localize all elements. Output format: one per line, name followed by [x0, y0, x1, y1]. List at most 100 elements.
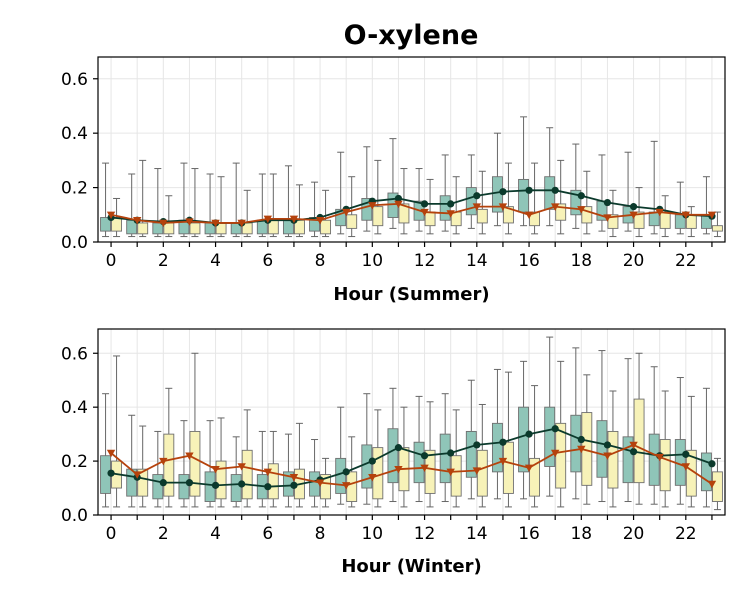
box — [518, 406, 530, 473]
box — [622, 436, 634, 484]
data-point — [447, 200, 455, 208]
box — [476, 449, 488, 497]
box — [518, 178, 530, 213]
box — [711, 225, 723, 232]
panel-summer: 0.0 0.2 0.4 0.6 0 2 4 6 8 10 12 14 16 18 20 22 Hour (S… — [61, 56, 726, 305]
data-point — [394, 465, 403, 474]
box — [700, 452, 712, 492]
panel-0-frame — [97, 56, 726, 243]
x-tick-label: 8 — [315, 524, 326, 544]
panel-0-xlabel: Hour (Summer) — [333, 284, 489, 305]
x-tick-label: 16 — [518, 251, 540, 271]
data-point — [289, 474, 299, 482]
data-point — [629, 203, 638, 211]
x-tick-label: 4 — [210, 251, 221, 271]
box — [648, 433, 660, 486]
box — [189, 222, 201, 235]
panel-1-frame — [97, 328, 726, 516]
y-tick-label: 0.4 — [61, 124, 88, 144]
data-point — [368, 457, 376, 465]
data-point — [524, 464, 534, 473]
data-point — [577, 192, 585, 200]
data-point — [603, 441, 612, 449]
x-tick-label: 22 — [675, 251, 697, 271]
data-point — [577, 206, 586, 214]
x-tick-label: 14 — [466, 251, 488, 271]
data-point — [681, 463, 691, 471]
box — [439, 195, 451, 221]
panel-0-boxes — [100, 116, 723, 238]
box — [267, 463, 279, 500]
data-point — [263, 468, 273, 477]
box — [659, 439, 671, 492]
data-point — [368, 202, 377, 210]
box — [450, 211, 462, 227]
box — [607, 430, 619, 489]
data-point — [211, 481, 220, 489]
box — [189, 430, 201, 497]
y-tick-label: 0.0 — [61, 506, 88, 526]
box — [450, 455, 462, 497]
box — [335, 208, 347, 227]
data-point — [263, 215, 273, 224]
median-line-a — [110, 189, 712, 224]
box — [361, 444, 373, 489]
data-point — [577, 445, 586, 454]
box — [607, 214, 619, 229]
panel-0-lines — [106, 186, 717, 228]
x-tick-label: 12 — [414, 251, 436, 271]
box — [570, 414, 582, 473]
data-point — [473, 441, 481, 449]
y-tick-label: 0.6 — [61, 70, 88, 90]
box — [215, 460, 227, 500]
data-point — [629, 448, 638, 456]
x-tick-label: 2 — [158, 251, 169, 271]
data-point — [107, 469, 115, 477]
box — [320, 474, 332, 500]
x-tick-label: 4 — [210, 524, 221, 544]
data-point — [629, 211, 638, 219]
box — [398, 203, 410, 224]
box — [137, 468, 149, 497]
data-point — [315, 479, 325, 487]
data-point — [341, 208, 351, 217]
x-tick-label: 2 — [158, 524, 169, 544]
median-line-b — [110, 203, 712, 224]
data-point — [237, 219, 246, 228]
data-point — [550, 203, 560, 211]
data-point — [132, 471, 142, 479]
data-point — [342, 468, 350, 476]
box — [413, 441, 425, 484]
data-point — [498, 457, 508, 466]
box — [372, 206, 384, 227]
data-point — [655, 208, 664, 217]
box — [544, 406, 556, 467]
box — [596, 420, 608, 478]
data-point — [524, 211, 534, 219]
panel-1-xlabel: Hour (Winter) — [341, 556, 481, 577]
data-point — [185, 452, 194, 460]
data-point — [682, 450, 690, 458]
data-point — [681, 211, 691, 219]
data-point — [446, 210, 455, 218]
x-tick-label: 14 — [466, 524, 488, 544]
box — [163, 433, 175, 497]
panel-0-yticks: 0.0 0.2 0.4 0.6 — [61, 70, 98, 253]
box — [320, 219, 332, 235]
box — [424, 211, 436, 227]
y-tick-label: 0.2 — [61, 452, 88, 472]
box — [465, 430, 477, 478]
x-tick-label: 12 — [414, 524, 436, 544]
x-tick-label: 16 — [518, 524, 540, 544]
box — [309, 471, 321, 497]
data-point — [551, 425, 559, 433]
data-point — [473, 192, 481, 200]
box — [346, 214, 358, 229]
data-point — [603, 452, 612, 460]
data-point — [420, 200, 429, 208]
box — [361, 198, 373, 221]
box — [241, 449, 253, 500]
data-point — [394, 200, 403, 209]
data-point — [106, 211, 116, 219]
